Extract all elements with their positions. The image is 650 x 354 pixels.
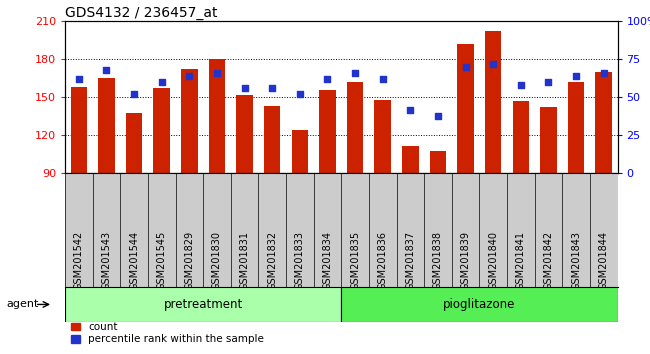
Bar [402,145,419,173]
Text: agent: agent [6,299,39,309]
Bar [430,151,446,173]
Bar [237,95,253,173]
Bar [485,32,502,173]
Point [322,76,333,82]
Point [378,76,388,82]
Bar [153,88,170,173]
Text: GDS4132 / 236457_at: GDS4132 / 236457_at [65,6,218,20]
Bar [540,108,556,173]
Bar [595,72,612,173]
FancyBboxPatch shape [65,287,341,322]
Point [73,76,84,82]
Bar [374,100,391,173]
Bar [291,130,308,173]
Point [599,70,609,76]
Bar [347,82,363,173]
Bar [209,59,225,173]
Point [129,91,139,97]
Point [267,85,278,91]
Point [101,67,112,73]
Point [515,82,526,88]
Point [488,61,499,67]
Point [212,70,222,76]
Bar [181,69,198,173]
Point [157,79,167,85]
Bar [98,78,114,173]
Bar [264,106,280,173]
Point [405,107,415,112]
Point [433,113,443,119]
Point [294,91,305,97]
Bar [126,113,142,173]
Legend: count, percentile rank within the sample: count, percentile rank within the sample [70,321,265,345]
FancyBboxPatch shape [341,287,618,322]
Point [460,64,471,70]
Bar [458,44,474,173]
Point [543,79,554,85]
Bar [568,82,584,173]
Point [350,70,360,76]
Text: pretreatment: pretreatment [164,298,242,311]
Point [239,85,250,91]
Point [184,73,194,79]
Bar [71,87,87,173]
Point [571,73,581,79]
Text: pioglitazone: pioglitazone [443,298,515,311]
Bar [512,101,529,173]
Bar [319,90,335,173]
